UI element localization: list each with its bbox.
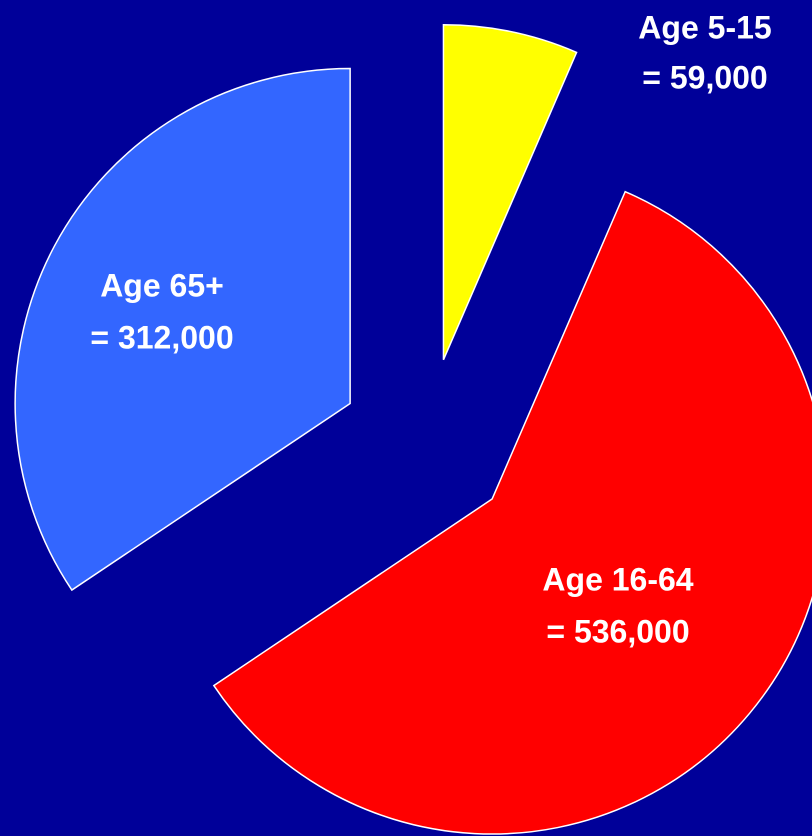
pie-slice [212,190,812,835]
slice-value-label: = 536,000 [546,613,689,649]
slice-label: Age 16-64 [542,561,693,597]
pie-slice [14,67,351,592]
slice-label: Age 5-15 [638,9,771,45]
pie-slice [442,24,578,361]
slice-value-label: = 312,000 [90,319,233,355]
slice-value-label: = 59,000 [642,59,767,95]
slice-label: Age 65+ [100,267,224,303]
